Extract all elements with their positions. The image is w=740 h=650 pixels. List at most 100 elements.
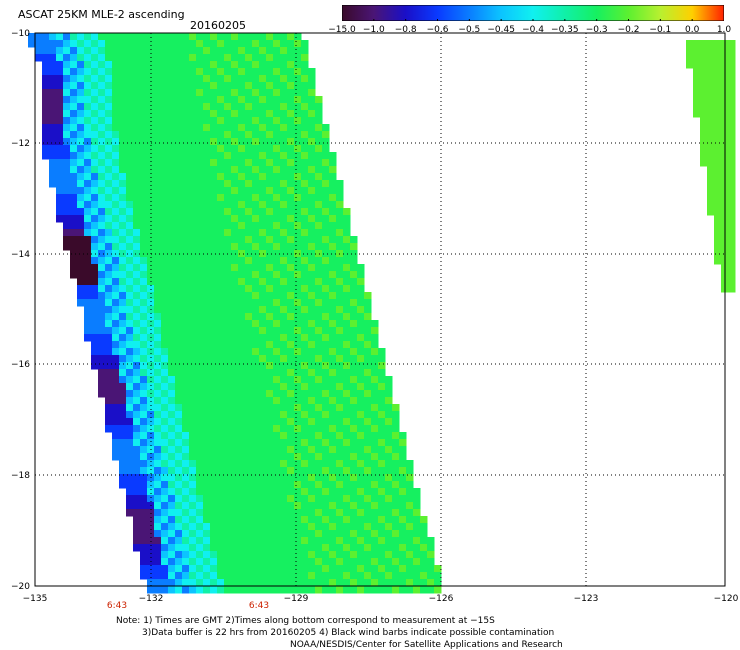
swath-cell [315,390,323,398]
swath-cell [77,54,85,62]
swath-cell [385,404,393,412]
swath-cell [399,579,407,587]
swath-cell [119,173,127,181]
swath-cell [273,320,281,328]
swath-cell [245,180,253,188]
swath-cell [336,236,344,244]
swath-cell [133,327,141,335]
swath-cell [203,460,211,468]
swath-cell [182,453,190,461]
swath-cell [154,432,162,440]
swath-cell [322,341,330,349]
swath-cell [126,75,134,83]
swath-cell [98,187,106,195]
swath-cell [280,75,288,83]
swath-cell [133,516,141,524]
swath-cell [196,201,204,209]
swath-cell [189,586,197,594]
swath-cell [357,558,365,566]
swath-cell [294,173,302,181]
swath-cell [308,362,316,370]
colorbar-tick-label: −0.3 [585,25,608,35]
swath-cell [168,257,176,265]
swath-cell [49,47,57,55]
swath-cell [301,516,309,524]
swath-cell [217,488,225,496]
swath-cell [91,327,99,335]
swath-cell [84,292,92,300]
swath-cell [245,418,253,426]
swath-cell [245,446,253,454]
swath-cell [91,75,99,83]
swath-cell [175,439,183,447]
swath-cell [294,565,302,573]
swath-cell [399,432,407,440]
swath-cell [224,117,232,125]
swath-cell [273,523,281,531]
swath-cell [175,390,183,398]
swath-cell [315,313,323,321]
swath-cell [728,54,736,62]
swath-cell [336,432,344,440]
swath-cell [287,558,295,566]
swath-cell [161,194,169,202]
swath-cell [336,201,344,209]
swath-cell [168,481,176,489]
swath-cell [231,299,239,307]
swath-cell [707,54,715,62]
swath-cell [350,537,358,545]
swath-cell [315,502,323,510]
swath-cell [98,376,106,384]
swath-cell [161,47,169,55]
swath-cell [154,75,162,83]
swath-cell [280,313,288,321]
swath-cell [133,89,141,97]
swath-cell [182,397,190,405]
swath-cell [119,362,127,370]
swath-cell [385,481,393,489]
swath-cell [273,558,281,566]
swath-cell [91,166,99,174]
swath-cell [133,376,141,384]
swath-cell [231,565,239,573]
swath-cell [98,229,106,237]
swath-cell [252,117,260,125]
swath-cell [84,152,92,160]
swath-cell [259,47,267,55]
swath-cell [154,453,162,461]
swath-cell [84,299,92,307]
swath-cell [294,208,302,216]
swath-cell [315,229,323,237]
swath-cell [322,425,330,433]
swath-cell [357,425,365,433]
swath-cell [231,404,239,412]
swath-cell [203,467,211,475]
swath-cell [231,96,239,104]
swath-cell [301,82,309,90]
swath-cell [259,89,267,97]
swath-cell [147,33,155,41]
swath-cell [182,355,190,363]
swath-cell [203,292,211,300]
swath-cell [182,523,190,531]
swath-cell [224,481,232,489]
swath-cell [189,243,197,251]
swath-cell [147,229,155,237]
swath-cell [371,432,379,440]
swath-cell [217,397,225,405]
swath-cell [175,299,183,307]
swath-cell [231,61,239,69]
swath-cell [126,334,134,342]
swath-cell [301,334,309,342]
swath-cell [63,103,71,111]
swath-cell [112,124,120,132]
swath-cell [245,208,253,216]
swath-cell [336,341,344,349]
swath-cell [287,327,295,335]
swath-cell [273,131,281,139]
swath-cell [140,565,148,573]
swath-cell [217,40,225,48]
swath-cell [175,89,183,97]
swath-cell [245,544,253,552]
swath-cell [105,320,113,328]
